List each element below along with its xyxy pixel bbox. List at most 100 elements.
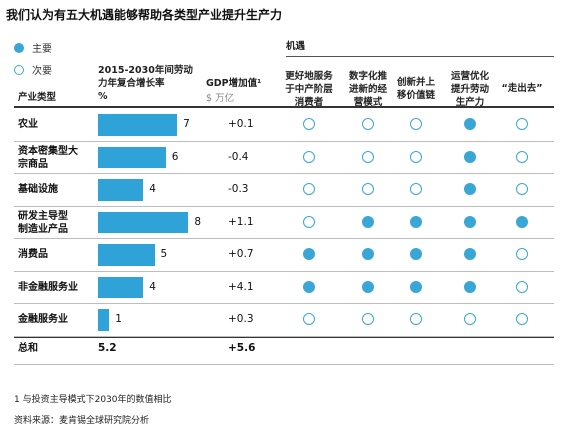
- opportunity-header-line: 运营优化: [450, 71, 489, 82]
- opportunity-header-line: 更好地服务: [285, 71, 333, 82]
- opportunity-header-line: 数字化推: [348, 71, 387, 82]
- hollow-circle-icon: [303, 183, 315, 195]
- filled-circle-icon: [464, 150, 476, 163]
- growth-bar: [98, 146, 166, 168]
- header-rule: [14, 106, 554, 108]
- row-divider: [14, 238, 554, 239]
- row-divider: [14, 140, 554, 142]
- hollow-circle-icon: [516, 183, 528, 195]
- row-label-line: 非金融服务业: [18, 281, 78, 293]
- filled-circle-icon: [464, 183, 476, 195]
- gdp-value: -0.4: [228, 150, 249, 163]
- opportunity-header-1: 更好地服务于中产阶层消费者: [277, 70, 341, 109]
- hollow-circle-icon: [516, 248, 528, 260]
- opportunity-header-2: 数字化推 进新的经 营模式: [336, 70, 400, 109]
- row-label: 农业: [18, 118, 38, 131]
- growth-value: 8: [194, 215, 202, 228]
- gdp-value: -0.3: [228, 183, 249, 195]
- growth-bar: [98, 211, 189, 233]
- growth-value: 7: [183, 118, 190, 130]
- gdp-value: +0.3: [228, 313, 254, 325]
- legend-primary: 主要: [14, 40, 52, 55]
- opportunity-header-line: 于中产阶层: [285, 84, 333, 95]
- total-growth: 5.2: [98, 342, 117, 354]
- filled-circle-icon: [14, 42, 24, 53]
- source-note: 资料来源：麦肯锡全球研究院分析: [14, 416, 150, 426]
- opportunity-header-line: 创新并上: [396, 77, 435, 88]
- bottom-rule: [14, 364, 554, 365]
- filled-circle-icon: [303, 248, 315, 260]
- hollow-circle-icon: [410, 118, 422, 130]
- row-label-line: 宗商品: [18, 158, 48, 170]
- gdp-value: +0.7: [228, 248, 254, 260]
- filled-circle-icon: [464, 248, 476, 260]
- gdp-header: GDP增加值¹: [206, 78, 262, 89]
- opportunity-header-line: 生产力: [455, 97, 485, 108]
- footnote: 1 与投资主导模式下2030年的数值相比: [14, 395, 172, 405]
- row-label-line: 研发主导型: [18, 210, 68, 222]
- row-divider: [14, 173, 554, 174]
- opportunity-header-line: 营模式: [353, 97, 383, 108]
- hollow-circle-icon: [362, 150, 374, 163]
- growth-value: 5: [160, 248, 168, 260]
- hollow-circle-icon: [303, 150, 315, 163]
- growth-header-line1: 2015-2030年间劳动: [98, 65, 193, 76]
- filled-circle-icon: [362, 215, 374, 228]
- opportunity-header-line: 提升劳动: [450, 84, 489, 95]
- gdp-unit: $ 万亿: [206, 93, 235, 104]
- industry-header: 产业类型: [18, 92, 57, 103]
- growth-value: 6: [171, 150, 179, 163]
- filled-circle-icon: [464, 280, 476, 293]
- total-rule: [14, 336, 554, 338]
- row-label: 金融服务业: [18, 313, 68, 326]
- row-divider: [14, 335, 554, 337]
- filled-circle-icon: [464, 215, 476, 228]
- legend-secondary-label: 次要: [32, 66, 52, 77]
- row-label: 基础设施: [18, 183, 58, 196]
- hollow-circle-icon: [516, 313, 528, 325]
- growth-header-line2: 力年复合增长率: [98, 78, 165, 89]
- row-label-line: 消费品: [18, 249, 48, 260]
- growth-bar: [98, 114, 178, 136]
- opportunity-header-line: “走出去”: [501, 83, 543, 94]
- hollow-circle-icon: [303, 313, 315, 325]
- filled-circle-icon: [516, 215, 528, 228]
- opportunity-header-line: 消费者: [294, 97, 324, 108]
- hollow-circle-icon: [303, 215, 315, 228]
- hollow-circle-icon: [516, 280, 528, 293]
- page-title: 我们认为有五大机遇能够帮助各类型产业提升生产力: [6, 8, 283, 22]
- legend-secondary: 次要: [14, 62, 52, 77]
- gdp-value: +1.1: [228, 215, 254, 228]
- hollow-circle-icon: [362, 118, 374, 130]
- row-divider: [14, 303, 554, 304]
- growth-value: 4: [149, 183, 156, 195]
- filled-circle-icon: [410, 215, 422, 228]
- hollow-circle-icon: [362, 183, 374, 195]
- row-label: 非金融服务业: [18, 281, 78, 294]
- total-label: 总和: [18, 343, 38, 354]
- hollow-circle-icon: [362, 313, 374, 325]
- opportunity-header-5: “走出去”: [490, 82, 554, 95]
- row-divider: [14, 205, 554, 207]
- row-divider: [14, 270, 554, 272]
- hollow-circle-icon: [410, 313, 422, 325]
- growth-header: 2015-2030年间劳动 力年复合增长率 %: [98, 64, 193, 103]
- opportunities-group-header: 机遇: [286, 41, 306, 52]
- growth-bar: [98, 179, 144, 201]
- growth-bar: [98, 309, 110, 331]
- hollow-circle-icon: [516, 118, 528, 130]
- filled-circle-icon: [362, 280, 374, 293]
- filled-circle-icon: [362, 248, 374, 260]
- opportunity-header-line: 移价值链: [396, 90, 435, 101]
- row-label-line: 基础设施: [18, 184, 58, 195]
- growth-value: 4: [149, 280, 156, 293]
- growth-header-unit: %: [98, 91, 108, 102]
- opportunity-header-3: 创新并上 移价值链: [384, 76, 448, 102]
- legend-primary-label: 主要: [32, 44, 52, 55]
- hollow-circle-icon: [464, 313, 476, 325]
- hollow-circle-icon: [516, 150, 528, 163]
- row-label-line: 资本密集型大: [18, 145, 78, 157]
- filled-circle-icon: [303, 280, 315, 293]
- filled-circle-icon: [410, 280, 422, 293]
- growth-bar: [98, 244, 155, 266]
